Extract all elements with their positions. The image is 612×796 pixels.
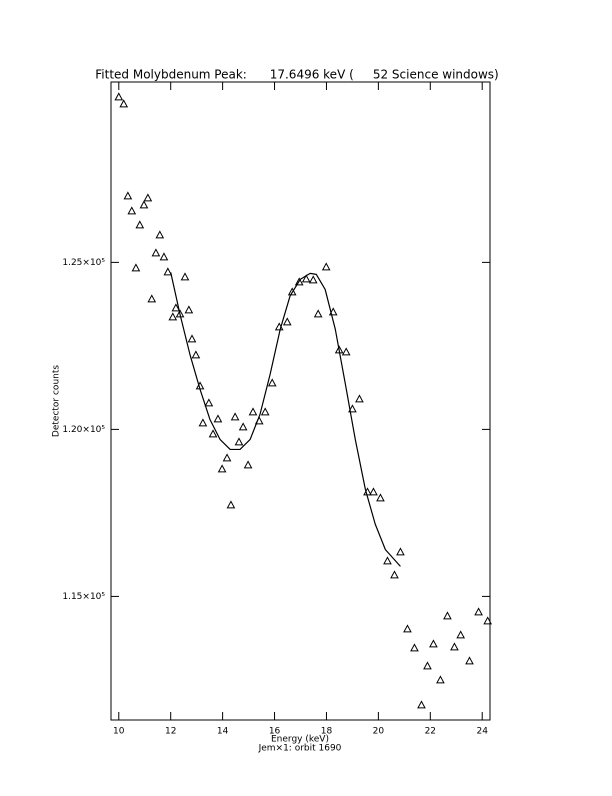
data-point xyxy=(159,252,169,261)
data-point xyxy=(443,611,452,620)
x-tick-label: 24 xyxy=(476,727,488,737)
data-point xyxy=(321,262,331,271)
y-tick-label: 1.25×10⁵ xyxy=(62,258,105,268)
data-point xyxy=(131,263,141,272)
x-tick-label: 16 xyxy=(269,727,281,737)
data-point xyxy=(328,307,338,316)
data-point xyxy=(198,418,208,427)
data-point xyxy=(369,487,378,496)
data-point xyxy=(217,464,227,473)
data-point xyxy=(155,230,165,239)
data-point xyxy=(474,607,483,616)
data-point xyxy=(119,99,129,108)
data-point xyxy=(301,274,311,283)
data-point xyxy=(234,437,244,446)
data-point xyxy=(390,570,399,579)
x-tick-label: 10 xyxy=(113,727,125,737)
data-point xyxy=(191,350,201,359)
data-point xyxy=(383,556,392,565)
data-point xyxy=(436,675,445,684)
data-point xyxy=(341,347,351,356)
data-point xyxy=(168,312,178,321)
data-point xyxy=(114,92,124,101)
data-point xyxy=(151,248,161,257)
fit-line xyxy=(170,272,401,567)
data-point xyxy=(184,305,194,314)
subtitle: Jem×1: orbit 1690 xyxy=(258,744,342,754)
data-point xyxy=(226,500,236,509)
data-point xyxy=(127,206,137,215)
data-point xyxy=(135,220,145,229)
x-tick-label: 20 xyxy=(373,727,385,737)
data-point xyxy=(187,334,197,343)
y-tick-label: 1.15×10⁵ xyxy=(62,592,105,602)
x-tick-label: 22 xyxy=(425,727,436,737)
data-point xyxy=(238,422,248,431)
data-point xyxy=(204,398,214,407)
data-point xyxy=(143,193,153,202)
data-point xyxy=(483,616,493,625)
data-point xyxy=(267,378,277,387)
data-point xyxy=(282,317,292,326)
data-point xyxy=(222,453,232,462)
data-point xyxy=(429,639,438,648)
data-point xyxy=(308,275,318,284)
data-point xyxy=(243,460,253,469)
data-point xyxy=(208,429,218,438)
data-point xyxy=(180,272,190,281)
y-axis-label: Detector counts xyxy=(52,365,62,437)
chart-title: Fitted Molybdenum Peak: 17.6496 keV ( 52… xyxy=(95,68,498,82)
x-tick-label: 14 xyxy=(217,727,229,737)
data-point xyxy=(355,394,364,403)
data-point xyxy=(423,661,432,670)
data-point xyxy=(348,404,357,413)
y-tick-label: 1.20×10⁵ xyxy=(62,425,105,435)
data-point xyxy=(294,277,304,286)
data-point xyxy=(417,700,426,709)
data-point xyxy=(139,200,149,209)
data-point xyxy=(396,547,405,556)
data-point xyxy=(313,309,323,318)
data-point xyxy=(147,294,157,303)
plot-frame xyxy=(110,81,491,721)
data-point xyxy=(456,630,466,639)
x-tick-label: 18 xyxy=(321,727,333,737)
x-axis-label: Energy (keV) xyxy=(271,735,329,745)
data-point xyxy=(230,412,240,421)
data-point xyxy=(213,414,223,423)
data-point xyxy=(171,303,181,312)
data-point xyxy=(163,267,173,276)
data-point xyxy=(410,643,419,652)
x-tick-label: 12 xyxy=(165,727,176,737)
data-point xyxy=(123,191,133,200)
data-point xyxy=(260,407,270,416)
data-point xyxy=(465,656,474,665)
data-point xyxy=(450,642,459,651)
data-point xyxy=(376,493,385,502)
data-point xyxy=(248,407,258,416)
data-point xyxy=(287,287,297,296)
data-point xyxy=(403,624,412,633)
